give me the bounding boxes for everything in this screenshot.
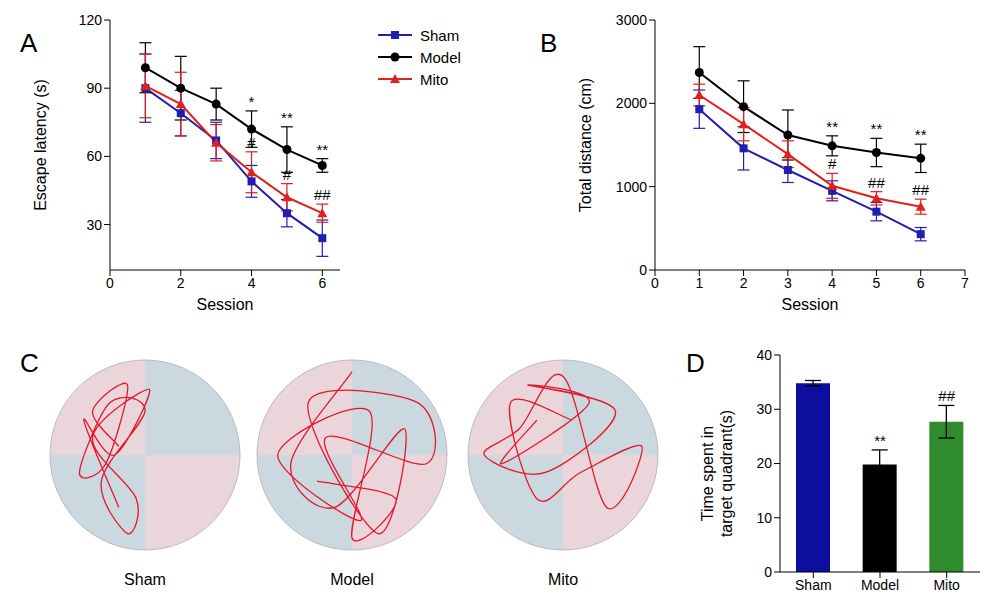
svg-text:##: ## bbox=[314, 186, 331, 203]
svg-text:30: 30 bbox=[756, 401, 772, 417]
svg-text:Model: Model bbox=[861, 577, 899, 593]
svg-text:#: # bbox=[828, 155, 837, 172]
svg-text:##: ## bbox=[938, 387, 955, 404]
svg-text:*: * bbox=[249, 93, 255, 110]
svg-text:1: 1 bbox=[695, 275, 703, 291]
html-text:Sham: Sham bbox=[420, 26, 460, 44]
svg-text:40: 40 bbox=[756, 347, 772, 363]
svg-text:30: 30 bbox=[86, 217, 102, 233]
svg-text:6: 6 bbox=[917, 275, 925, 291]
svg-text:#: # bbox=[283, 166, 292, 183]
svg-text:5: 5 bbox=[873, 275, 881, 291]
svg-text:0: 0 bbox=[764, 564, 772, 580]
svg-text:1000: 1000 bbox=[616, 179, 647, 195]
svg-text:Sham: Sham bbox=[124, 571, 166, 588]
svg-text:**: ** bbox=[281, 109, 293, 126]
svg-text:Session: Session bbox=[782, 296, 839, 313]
svg-text:##: ## bbox=[912, 181, 929, 198]
svg-text:Total distance (cm): Total distance (cm) bbox=[577, 78, 594, 212]
svg-text:##: ## bbox=[868, 174, 885, 191]
svg-text:0: 0 bbox=[651, 275, 659, 291]
svg-text:Mito: Mito bbox=[548, 571, 578, 588]
svg-text:4: 4 bbox=[828, 275, 836, 291]
svg-text:20: 20 bbox=[756, 455, 772, 471]
svg-text:2: 2 bbox=[177, 275, 185, 291]
html-text:Mito: Mito bbox=[420, 70, 449, 88]
html-text:D: D bbox=[686, 348, 705, 378]
svg-text:Time spent intarget quadrant(s: Time spent intarget quadrant(s) bbox=[699, 410, 735, 537]
html-text:B: B bbox=[540, 28, 558, 58]
svg-text:3000: 3000 bbox=[616, 12, 647, 28]
svg-text:60: 60 bbox=[86, 148, 102, 164]
svg-text:4: 4 bbox=[248, 275, 256, 291]
svg-text:Sham: Sham bbox=[795, 577, 832, 593]
svg-text:**: ** bbox=[826, 118, 838, 135]
svg-text:Mito: Mito bbox=[933, 577, 960, 593]
html-text:C: C bbox=[20, 348, 39, 378]
svg-text:7: 7 bbox=[961, 275, 969, 291]
svg-text:2000: 2000 bbox=[616, 95, 647, 111]
svg-text:**: ** bbox=[915, 126, 927, 143]
svg-text:0: 0 bbox=[106, 275, 114, 291]
svg-text:0: 0 bbox=[639, 262, 647, 278]
svg-text:#: # bbox=[247, 134, 256, 151]
svg-text:Session: Session bbox=[197, 296, 254, 313]
html-text:A: A bbox=[20, 28, 38, 58]
svg-text:Escape latency (s): Escape latency (s) bbox=[32, 79, 49, 211]
svg-text:6: 6 bbox=[318, 275, 326, 291]
html-text:Model: Model bbox=[420, 48, 461, 66]
svg-text:Model: Model bbox=[330, 571, 374, 588]
svg-text:90: 90 bbox=[86, 80, 102, 96]
svg-text:**: ** bbox=[874, 432, 886, 449]
svg-text:10: 10 bbox=[756, 510, 772, 526]
svg-text:120: 120 bbox=[79, 12, 103, 28]
svg-text:3: 3 bbox=[784, 275, 792, 291]
svg-text:**: ** bbox=[316, 141, 328, 158]
svg-text:2: 2 bbox=[740, 275, 748, 291]
svg-text:**: ** bbox=[871, 120, 883, 137]
